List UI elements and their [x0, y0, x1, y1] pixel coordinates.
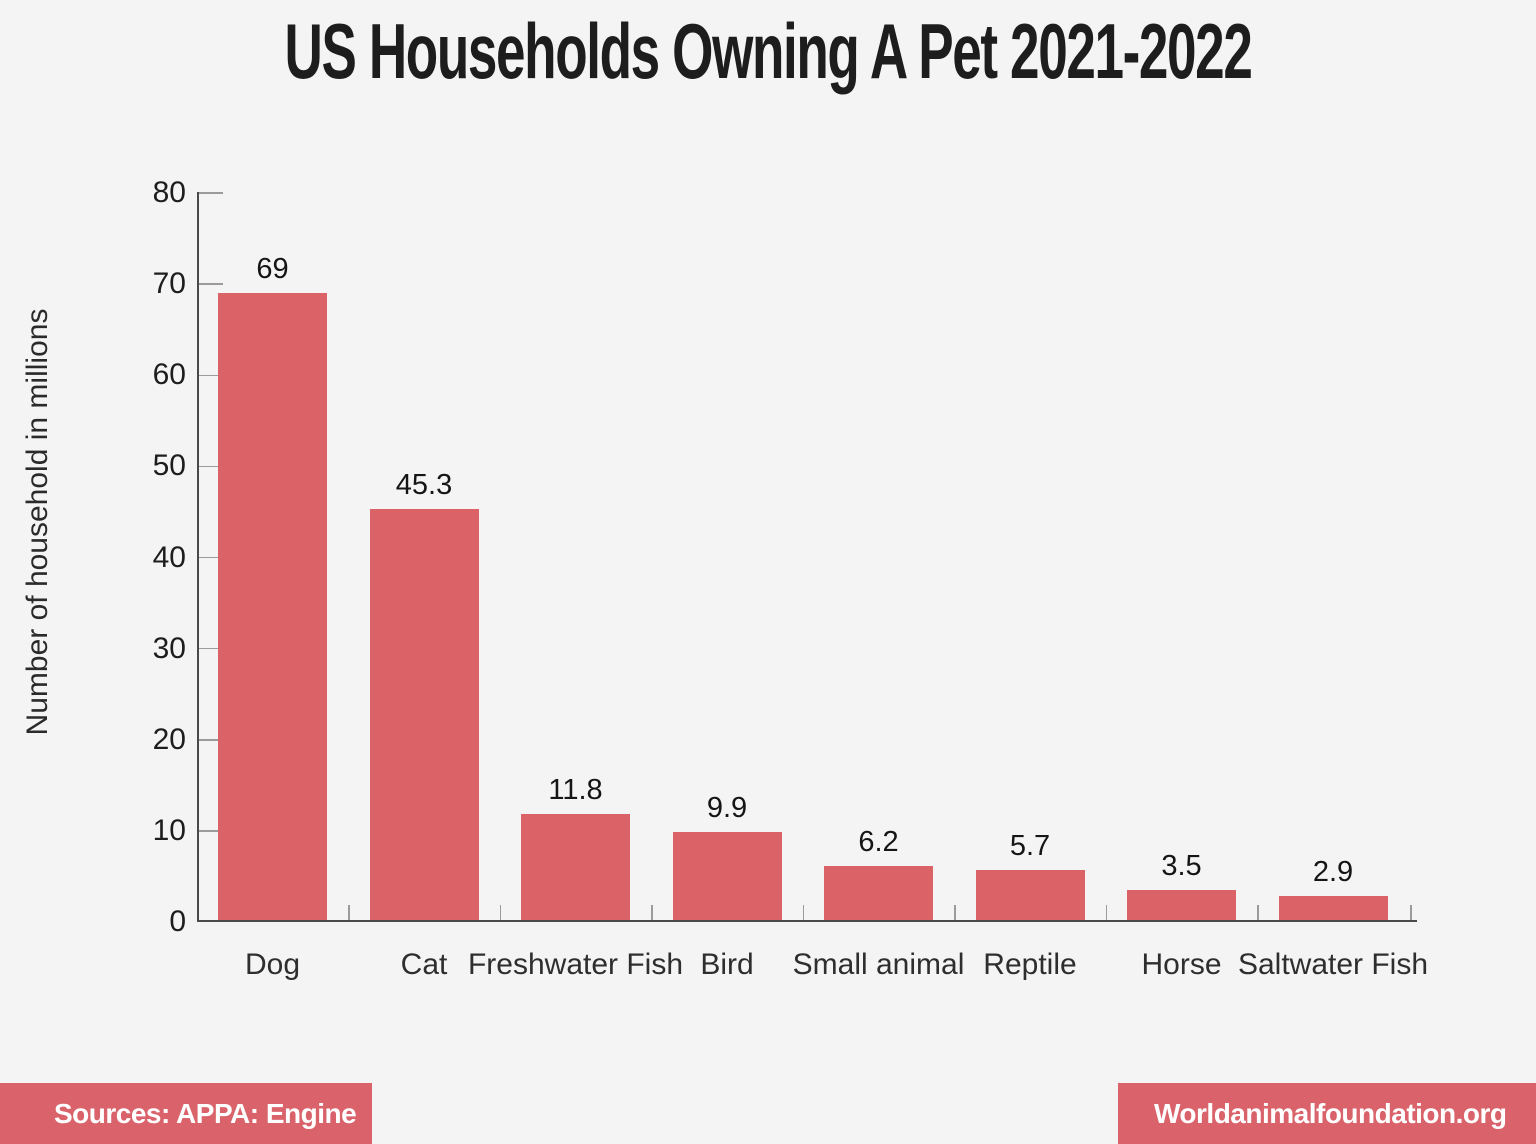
bar-reptile — [975, 870, 1085, 922]
category-label: Dog — [244, 948, 301, 981]
category-label: Saltwater Fish — [1237, 948, 1429, 981]
x-tick — [954, 905, 956, 922]
y-tick-label: 70 — [152, 267, 186, 301]
category-label: Bird — [700, 948, 754, 981]
y-tick — [197, 374, 223, 376]
x-tick — [651, 905, 653, 922]
x-tick — [1410, 905, 1412, 922]
bar-value-label: 45.3 — [395, 469, 453, 502]
bar-saltwater-fish — [1278, 895, 1388, 922]
bar-freshwater-fish — [521, 814, 630, 922]
bar-dog — [218, 293, 327, 922]
y-tick — [197, 830, 223, 832]
bar-small-animal — [824, 865, 933, 922]
category-label: Cat — [400, 948, 448, 981]
bar-value-label: 9.9 — [706, 791, 748, 824]
y-tick-label: 50 — [152, 449, 186, 483]
source-badge: Sources: APPA: Engine — [0, 1083, 372, 1144]
bar-value-label: 6.2 — [858, 825, 899, 858]
bar-horse — [1127, 890, 1236, 922]
y-tick-label: 30 — [152, 631, 186, 665]
y-tick-label: 10 — [152, 813, 186, 847]
y-tick — [197, 647, 223, 650]
y-tick-label: 20 — [152, 722, 186, 756]
y-axis-title: Number of household in millions — [21, 308, 54, 736]
y-tick — [197, 556, 223, 559]
bar-value-label: 2.9 — [1312, 855, 1354, 888]
bar-value-label: 5.7 — [1009, 830, 1051, 863]
chart-title: US Households Owning A Pet 2021-2022 — [284, 7, 1253, 95]
y-tick — [197, 192, 223, 194]
x-tick — [1105, 905, 1108, 922]
category-label: Small animal — [792, 948, 965, 981]
bar-bird — [672, 831, 782, 922]
y-tick-label: 80 — [152, 176, 186, 209]
bar-value-label: 3.5 — [1161, 850, 1202, 883]
y-tick — [197, 739, 223, 741]
y-tick-label: 60 — [152, 358, 186, 392]
y-tick-label: 0 — [169, 905, 186, 938]
website-badge: Worldanimalfoundation.org — [1118, 1083, 1536, 1144]
x-tick — [802, 905, 805, 922]
category-label: Horse — [1141, 948, 1222, 981]
bar-value-label: 69 — [256, 253, 289, 286]
x-tick — [499, 905, 502, 922]
category-label: Freshwater Fish — [467, 948, 684, 981]
y-tick — [197, 465, 223, 468]
category-label: Reptile — [983, 948, 1077, 981]
bar-cat — [369, 509, 479, 922]
y-tick-label: 40 — [152, 540, 186, 574]
axis-frame — [197, 192, 1417, 922]
y-tick — [197, 283, 223, 285]
x-tick — [1257, 905, 1259, 922]
x-tick — [348, 905, 350, 922]
bar-value-label: 11.8 — [548, 774, 603, 807]
